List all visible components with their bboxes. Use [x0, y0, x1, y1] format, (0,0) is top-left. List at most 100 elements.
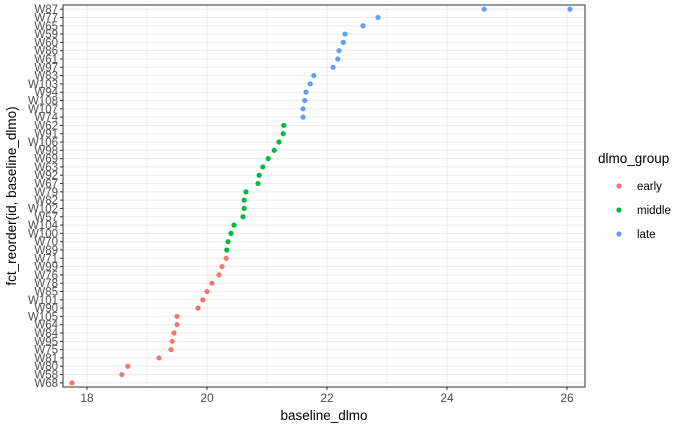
y-tick-label: W94	[34, 87, 58, 99]
y-tick-label: W102	[28, 203, 58, 215]
x-tick-label: 18	[80, 391, 94, 405]
y-tick-label: W107	[28, 104, 58, 116]
y-tick-label: W69	[34, 154, 58, 166]
y-tick-label: W101	[28, 295, 58, 307]
data-point-early	[209, 280, 215, 286]
data-point-middle	[231, 222, 237, 228]
y-tick-label: W67	[34, 179, 58, 191]
y-tick-label: W105	[28, 311, 58, 323]
data-point-late	[311, 72, 317, 79]
data-point-late	[335, 56, 341, 62]
data-point-early	[174, 322, 180, 328]
data-point-late	[330, 64, 336, 70]
y-tick-label: W83	[34, 71, 58, 83]
data-point-middle	[224, 247, 230, 253]
y-tick-label: W89	[34, 245, 58, 257]
data-point-late	[567, 6, 573, 12]
y-tick-label: W74	[34, 112, 58, 124]
y-tick-label: W70	[34, 237, 58, 249]
y-tick-label: W68	[34, 378, 58, 390]
x-tick-label: 22	[320, 391, 334, 405]
data-point-late	[300, 106, 306, 112]
y-tick-label: W77	[34, 12, 58, 24]
y-tick-label: W87	[34, 4, 58, 16]
x-tick-label: 26	[560, 391, 574, 405]
data-point-late	[300, 114, 306, 120]
data-point-middle	[271, 147, 277, 153]
data-point-early	[171, 330, 177, 336]
y-tick-label: W57	[34, 212, 58, 224]
data-point-middle	[255, 180, 261, 187]
data-point-early	[200, 297, 206, 303]
y-tick-label: W97	[34, 62, 58, 74]
data-point-middle	[265, 156, 271, 162]
data-point-early	[125, 363, 131, 369]
y-tick-label: W108	[28, 96, 58, 108]
data-point-late	[342, 31, 348, 37]
data-points	[69, 6, 573, 386]
data-point-early	[174, 313, 180, 320]
data-point-middle	[243, 189, 249, 195]
y-tick-label: W100	[28, 228, 58, 240]
x-tick-label: 20	[200, 391, 214, 405]
legend-label-middle: middle	[637, 205, 671, 217]
data-point-late	[302, 97, 308, 104]
data-point-middle	[241, 197, 247, 203]
y-tick-label: W91	[34, 129, 58, 141]
data-point-early	[169, 338, 175, 344]
data-point-early	[219, 263, 225, 270]
data-point-middle	[228, 230, 234, 236]
legend-title: dlmo_group	[598, 151, 669, 166]
data-point-middle	[225, 239, 231, 245]
y-tick-label: W84	[34, 328, 58, 340]
y-tick-label: W82	[34, 195, 58, 207]
y-tick-label: W103	[28, 79, 58, 91]
data-point-late	[360, 23, 366, 29]
y-tick-label: W92	[34, 170, 58, 182]
grid-lines	[63, 5, 585, 387]
legend-key-middle	[616, 207, 622, 213]
legend-label-late: late	[637, 229, 656, 241]
data-point-late	[303, 89, 309, 95]
data-point-early	[119, 371, 125, 378]
data-point-middle	[276, 139, 282, 145]
data-point-middle	[241, 205, 247, 212]
y-tick-label: W71	[34, 253, 58, 265]
y-tick-label: W78	[34, 278, 58, 290]
y-tick-label: W59	[34, 29, 58, 41]
data-point-late	[336, 48, 342, 54]
y-tick-label: W76	[34, 270, 58, 282]
legend-key-early	[616, 183, 622, 189]
y-tick-label: W63	[34, 162, 58, 174]
x-tick-label: 24	[440, 391, 454, 405]
y-tick-label: W86	[34, 46, 58, 58]
legend-key-late	[616, 231, 622, 237]
data-point-late	[375, 14, 381, 21]
data-point-middle	[280, 131, 286, 137]
y-axis-title: fct_reorder(id, baseline_dlmo)	[4, 106, 19, 285]
data-point-early	[69, 380, 75, 386]
y-tick-label: W98	[34, 145, 58, 157]
y-tick-label: W81	[34, 353, 58, 365]
data-point-early	[156, 355, 162, 361]
data-point-early	[168, 347, 174, 353]
legend-label-early: early	[637, 181, 662, 193]
data-point-middle	[260, 164, 266, 170]
data-point-middle	[256, 172, 262, 178]
y-tick-label: W95	[34, 336, 58, 348]
y-tick-label: W104	[28, 220, 59, 232]
data-point-early	[216, 272, 222, 278]
x-axis-ticks: 18 20 22 24 26	[80, 387, 574, 405]
y-tick-label: W85	[34, 287, 58, 299]
panel-border	[62, 4, 586, 388]
data-point-late	[481, 6, 487, 12]
y-tick-label: W64	[34, 320, 58, 332]
data-point-late	[307, 81, 313, 87]
y-tick-label: W80	[34, 361, 58, 373]
data-point-early	[204, 288, 210, 295]
data-point-late	[340, 39, 346, 45]
y-tick-label: W79	[34, 187, 58, 199]
y-tick-label: W61	[34, 54, 58, 66]
y-tick-label: W65	[34, 21, 58, 33]
